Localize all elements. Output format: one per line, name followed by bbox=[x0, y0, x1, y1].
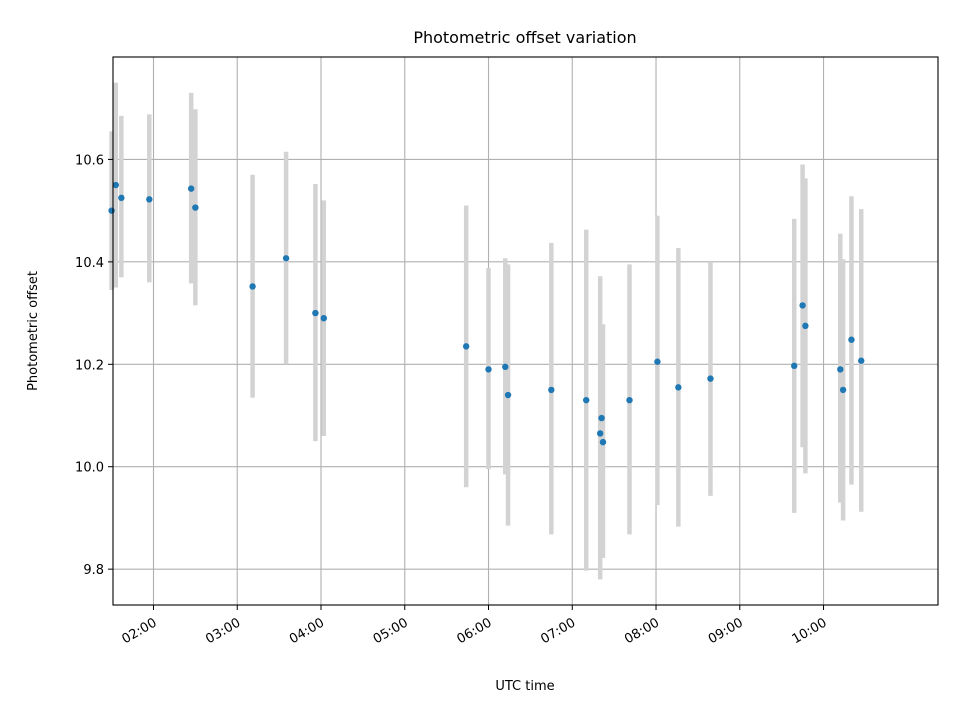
data-point bbox=[802, 322, 809, 330]
x-tick-label: 09:00 bbox=[706, 615, 746, 647]
data-point bbox=[599, 438, 607, 446]
x-tick-label: 04:00 bbox=[287, 615, 327, 647]
data-point bbox=[598, 414, 605, 422]
y-axis-label: Photometric offset bbox=[26, 271, 41, 391]
x-tick-label: 07:00 bbox=[538, 615, 578, 647]
x-axis-label: UTC time bbox=[495, 679, 554, 694]
y-tick-label: 10.0 bbox=[75, 461, 104, 476]
data-point bbox=[118, 194, 125, 202]
data-point bbox=[799, 302, 806, 309]
y-tick-label: 9.8 bbox=[83, 563, 104, 578]
data-point bbox=[839, 386, 847, 394]
data-point bbox=[548, 386, 555, 394]
data-point bbox=[485, 366, 492, 373]
data-point bbox=[320, 314, 327, 322]
x-tick-label: 08:00 bbox=[622, 615, 662, 647]
data-point bbox=[848, 336, 855, 343]
data-point bbox=[858, 357, 865, 364]
data-point bbox=[675, 384, 682, 391]
data-point bbox=[282, 255, 290, 262]
data-point bbox=[583, 396, 590, 404]
data-point bbox=[596, 430, 604, 437]
x-tick-label: 10:00 bbox=[790, 615, 830, 647]
chart-title: Photometric offset variation bbox=[413, 28, 636, 47]
data-point bbox=[837, 366, 844, 373]
data-point bbox=[108, 207, 115, 214]
data-point bbox=[462, 343, 470, 350]
error-bars bbox=[109, 82, 864, 580]
grid-lines bbox=[113, 57, 938, 605]
data-point bbox=[112, 181, 119, 189]
data-point bbox=[249, 283, 256, 290]
y-tick-label: 10.4 bbox=[75, 256, 104, 271]
data-point bbox=[312, 309, 319, 317]
data-point bbox=[626, 396, 633, 404]
data-point bbox=[707, 375, 714, 382]
plot-frame bbox=[112, 56, 939, 606]
x-tick-label: 06:00 bbox=[455, 615, 495, 647]
y-tick-label: 10.6 bbox=[75, 153, 104, 168]
y-tick-label: 10.2 bbox=[75, 358, 104, 373]
x-tick-label: 05:00 bbox=[371, 615, 411, 647]
data-point bbox=[791, 362, 798, 370]
data-point bbox=[502, 363, 509, 371]
data-point bbox=[192, 204, 199, 211]
data-point bbox=[187, 185, 195, 192]
data-point bbox=[146, 196, 153, 203]
data-point bbox=[504, 391, 512, 399]
x-tick-label: 02:00 bbox=[120, 615, 160, 647]
data-point bbox=[654, 358, 661, 365]
x-tick-label: 03:00 bbox=[203, 615, 243, 647]
axis-ticks: 02:00 03:00 04:00 05:00 06:00 07:00 08:00 09:00… bbox=[75, 153, 829, 647]
